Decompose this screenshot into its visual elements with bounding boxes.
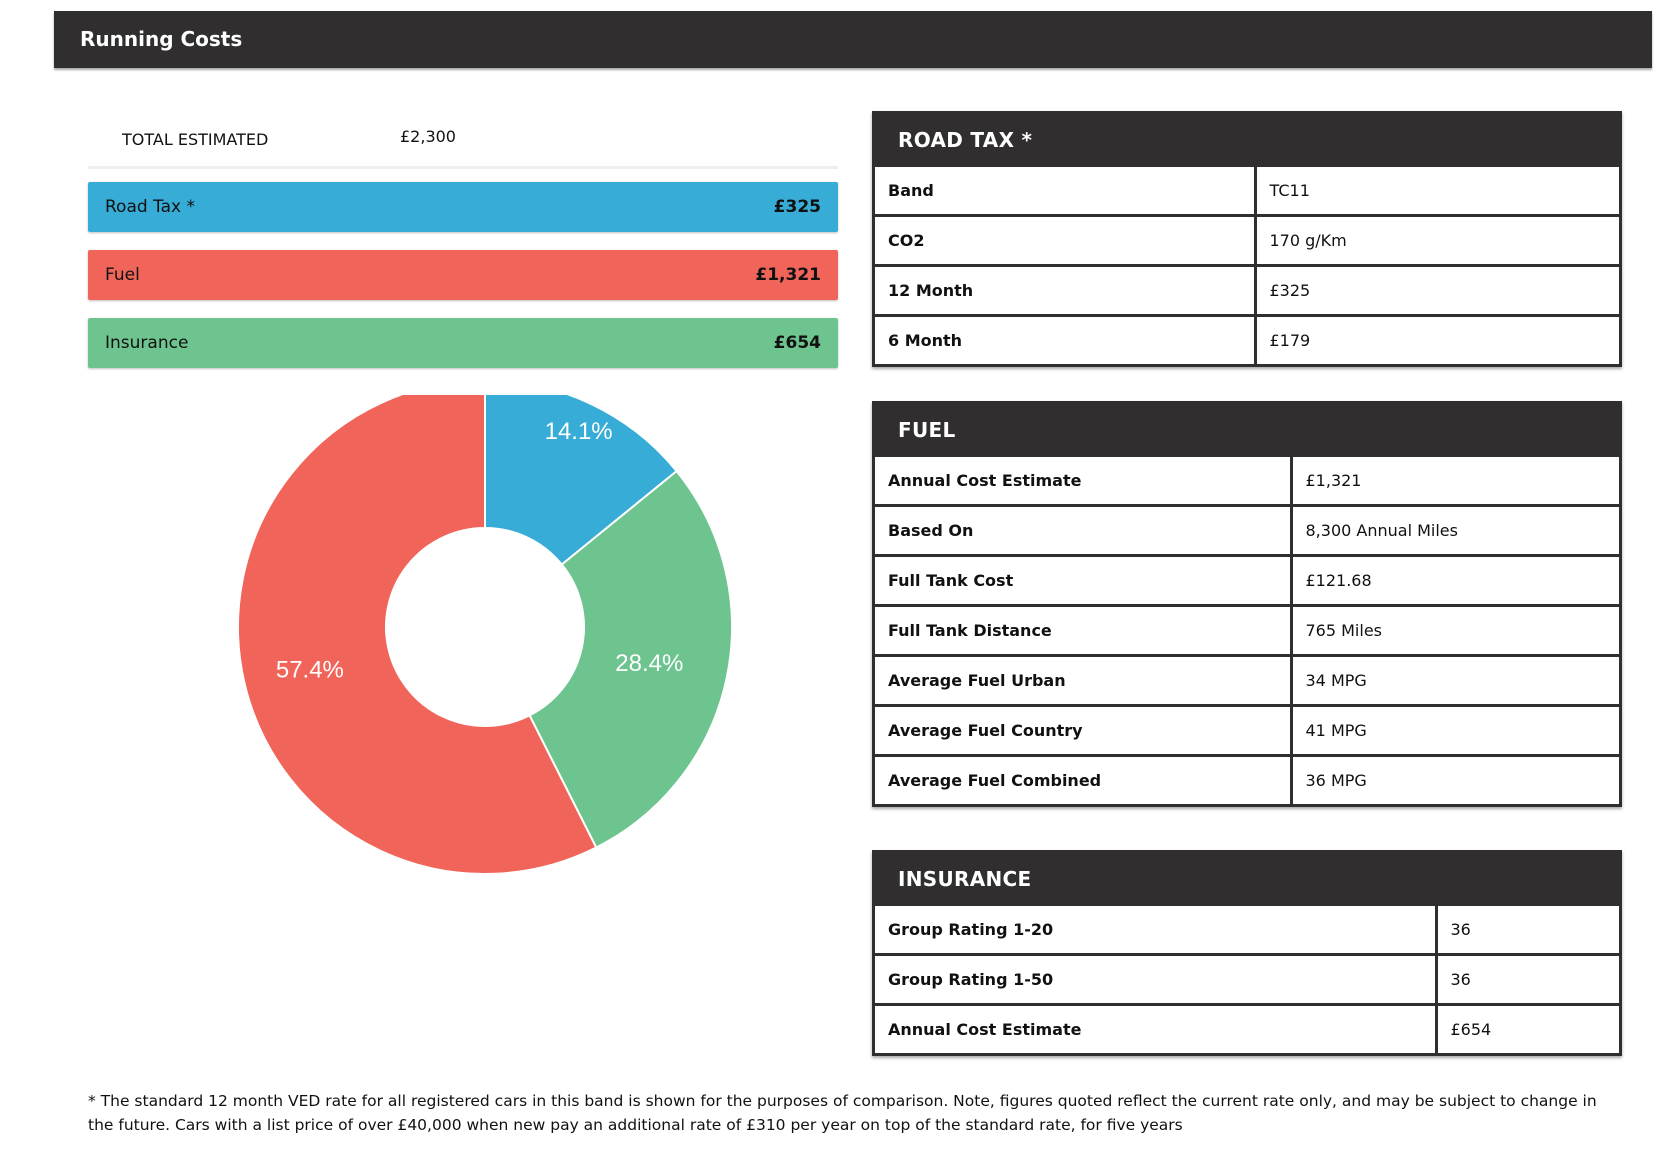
insurance-panel-title: INSURANCE xyxy=(898,867,1032,891)
fuel-bar: Fuel £1,321 xyxy=(88,250,838,300)
fuel-row: Based On 8,300 Annual Miles xyxy=(875,504,1622,557)
insurance-row-value: 36 xyxy=(1434,906,1622,956)
fuel-row-label: Average Fuel Combined xyxy=(875,754,1293,807)
fuel-row-value: £121.68 xyxy=(1289,554,1622,607)
donut-slice-road-tax xyxy=(484,395,679,566)
road-tax-bar-value: £325 xyxy=(773,197,821,217)
road-tax-row-label: CO2 xyxy=(875,214,1257,267)
donut-label: 14.1% xyxy=(545,418,613,445)
fuel-row: Full Tank Distance 765 Miles xyxy=(875,604,1622,657)
insurance-row-value: 36 xyxy=(1434,953,1622,1006)
fuel-panel-header: FUEL xyxy=(872,401,1622,457)
road-tax-table: Band TC11 CO2 170 g/Km 12 Month £325 6 Month £1… xyxy=(875,167,1622,367)
total-estimated-row: TOTAL ESTIMATED £2,300 xyxy=(88,114,838,169)
donut-label: 28.4% xyxy=(615,650,683,677)
donut-slice-fuel xyxy=(237,395,598,875)
fuel-row-label: Average Fuel Country xyxy=(875,704,1293,757)
total-estimated-value: £2,300 xyxy=(400,127,456,146)
fuel-bar-value: £1,321 xyxy=(755,265,821,285)
insurance-panel-header: INSURANCE xyxy=(872,850,1622,906)
road-tax-row-label: 12 Month xyxy=(875,264,1257,317)
page-title: Running Costs xyxy=(80,27,243,51)
road-tax-panel: ROAD TAX * Band TC11 CO2 170 g/Km 12 Month £3… xyxy=(872,111,1622,367)
insurance-bar-value: £654 xyxy=(773,333,821,353)
fuel-row: Average Fuel Combined 36 MPG xyxy=(875,754,1622,807)
insurance-panel: INSURANCE Group Rating 1-20 36 Group Ratin… xyxy=(872,850,1622,1056)
road-tax-footnote: * The standard 12 month VED rate for all… xyxy=(88,1092,1597,1134)
donut-label: 57.4% xyxy=(276,657,344,684)
insurance-row: Group Rating 1-20 36 xyxy=(875,906,1622,956)
total-estimated-label: TOTAL ESTIMATED xyxy=(122,130,269,149)
fuel-row-label: Based On xyxy=(875,504,1293,557)
insurance-bar: Insurance £654 xyxy=(88,318,838,368)
road-tax-row-value: £179 xyxy=(1253,314,1622,367)
road-tax-row: 12 Month £325 xyxy=(875,264,1622,317)
road-tax-row-value: £325 xyxy=(1253,264,1622,317)
running-costs-donut-chart: 14.1% 28.4% 57.4% xyxy=(237,395,733,875)
road-tax-row-value: TC11 xyxy=(1253,167,1622,217)
road-tax-row-label: 6 Month xyxy=(875,314,1257,367)
road-tax-row: Band TC11 xyxy=(875,167,1622,217)
fuel-panel-title: FUEL xyxy=(898,418,956,442)
insurance-row-label: Group Rating 1-20 xyxy=(875,906,1438,956)
fuel-panel: FUEL Annual Cost Estimate £1,321 Based On 8… xyxy=(872,401,1622,807)
fuel-row-value: 765 Miles xyxy=(1289,604,1622,657)
road-tax-bar: Road Tax * £325 xyxy=(88,182,838,232)
fuel-row: Full Tank Cost £121.68 xyxy=(875,554,1622,607)
fuel-row: Annual Cost Estimate £1,321 xyxy=(875,457,1622,507)
fuel-row: Average Fuel Urban 34 MPG xyxy=(875,654,1622,707)
road-tax-bar-label: Road Tax * xyxy=(105,197,196,217)
fuel-bar-label: Fuel xyxy=(105,265,140,285)
insurance-row: Group Rating 1-50 36 xyxy=(875,953,1622,1006)
fuel-row-value: £1,321 xyxy=(1289,457,1622,507)
fuel-table: Annual Cost Estimate £1,321 Based On 8,300 … xyxy=(875,457,1622,807)
road-tax-row: CO2 170 g/Km xyxy=(875,214,1622,267)
fuel-row-label: Average Fuel Urban xyxy=(875,654,1293,707)
insurance-row-label: Group Rating 1-50 xyxy=(875,953,1438,1006)
fuel-row-value: 34 MPG xyxy=(1289,654,1622,707)
road-tax-row-value: 170 g/Km xyxy=(1253,214,1622,267)
road-tax-panel-header: ROAD TAX * xyxy=(872,111,1622,167)
fuel-row-value: 36 MPG xyxy=(1289,754,1622,807)
fuel-row-value: 41 MPG xyxy=(1289,704,1622,757)
fuel-row-label: Full Tank Cost xyxy=(875,554,1293,607)
fuel-row-label: Full Tank Distance xyxy=(875,604,1293,657)
insurance-row-value: £654 xyxy=(1434,1003,1622,1056)
page-header: Running Costs xyxy=(54,11,1652,68)
donut-slice-insurance xyxy=(528,469,733,849)
fuel-row-label: Annual Cost Estimate xyxy=(875,457,1293,507)
insurance-row-label: Annual Cost Estimate xyxy=(875,1003,1438,1056)
fuel-row: Average Fuel Country 41 MPG xyxy=(875,704,1622,757)
insurance-row: Annual Cost Estimate £654 xyxy=(875,1003,1622,1056)
insurance-bar-label: Insurance xyxy=(105,333,189,353)
road-tax-row: 6 Month £179 xyxy=(875,314,1622,367)
road-tax-row-label: Band xyxy=(875,167,1257,217)
fuel-row-value: 8,300 Annual Miles xyxy=(1289,504,1622,557)
insurance-table: Group Rating 1-20 36 Group Rating 1-50 36 An… xyxy=(875,906,1622,1056)
road-tax-panel-title: ROAD TAX * xyxy=(898,128,1033,152)
